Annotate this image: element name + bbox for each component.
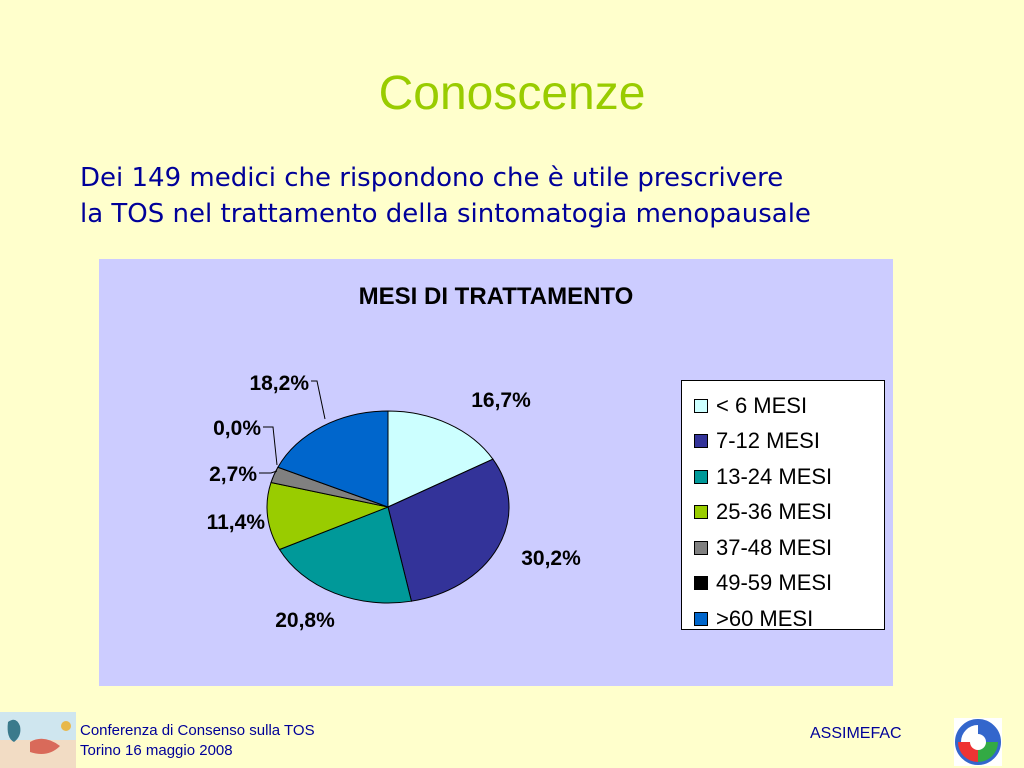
footer-organization: ASSIMEFAC	[810, 725, 902, 742]
data-label-1: 16,7%	[471, 389, 531, 412]
legend-label: 25-36 MESI	[716, 499, 833, 525]
leader-line-7	[311, 380, 326, 420]
footer-line-2: Torino 16 maggio 2008	[80, 742, 233, 759]
legend-item-3: 13-24 MESI	[682, 459, 884, 495]
pie-slice-7	[277, 410, 389, 508]
data-label-5: 2,7%	[209, 463, 257, 486]
legend-item-6: 49-59 MESI	[682, 566, 884, 602]
leader-line-6	[263, 426, 278, 466]
data-label-3: 20,8%	[275, 609, 335, 632]
data-label-7: 18,2%	[249, 372, 309, 395]
legend-item-4: 25-36 MESI	[682, 495, 884, 531]
pie-slice-3	[278, 506, 413, 604]
legend-item-2: 7-12 MESI	[682, 424, 884, 460]
legend-label: < 6 MESI	[716, 392, 808, 418]
pie-chart: MESI DI TRATTAMENTO 16,7% 30,2% 20,8% 11,4%…	[207, 283, 634, 632]
chart-legend: < 6 MESI 7-12 MESI 13-24 MESI 25-36 MESI 37-…	[681, 380, 885, 631]
chart-panel: MESI DI TRATTAMENTO 16,7% 30,2% 20,8% 11,4%…	[99, 259, 893, 686]
legend-swatch	[694, 434, 708, 449]
legend-label: 37-48 MESI	[716, 534, 833, 560]
leader-line-5	[259, 470, 278, 474]
legend-swatch	[694, 611, 708, 626]
legend-swatch	[694, 576, 708, 591]
chart-title: MESI DI TRATTAMENTO	[359, 283, 634, 310]
subtitle-line-1: Dei 149 medici che rispondono che è util…	[80, 163, 784, 193]
legend-item-7: >60 MESI	[682, 601, 884, 637]
data-label-2: 30,2%	[521, 547, 581, 570]
pie-slice-2	[387, 458, 510, 602]
pie-slice-4	[266, 481, 390, 551]
legend-label: >60 MESI	[716, 605, 814, 631]
footer-line-1: Conferenza di Consenso sulla TOS	[80, 722, 315, 739]
legend-item-1: < 6 MESI	[682, 388, 884, 424]
slide-subtitle: Dei 149 medici che rispondono che è util…	[80, 160, 980, 232]
data-label-4: 11,4%	[207, 511, 266, 534]
legend-swatch	[694, 469, 708, 484]
legend-swatch	[694, 505, 708, 520]
slide-title: Conoscenze	[378, 67, 646, 120]
assimefac-logo-icon	[954, 718, 1002, 766]
legend-label: 49-59 MESI	[716, 570, 833, 596]
legend-swatch	[694, 540, 708, 555]
legend-item-5: 37-48 MESI	[682, 530, 884, 566]
subtitle-line-2: la TOS nel trattamento della sintomatogi…	[80, 199, 811, 229]
footer-conference: Conferenza di Consenso sulla TOS Torino …	[80, 721, 315, 761]
legend-label: 13-24 MESI	[716, 463, 833, 489]
legend-label: 7-12 MESI	[716, 428, 820, 454]
conference-logo-image	[0, 712, 76, 768]
legend-swatch	[694, 398, 708, 413]
data-label-6: 0,0%	[213, 417, 261, 440]
pie-slice-1	[387, 410, 494, 508]
